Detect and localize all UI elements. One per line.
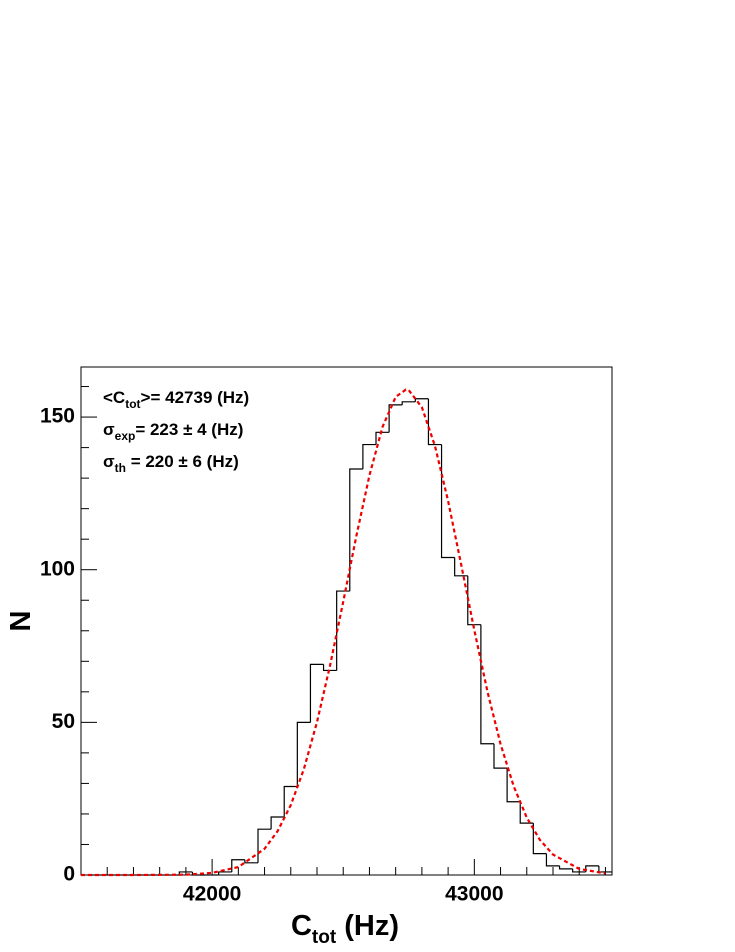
y-tick-label: 100 — [40, 557, 75, 580]
histogram-bin — [349, 468, 363, 592]
histogram-bin — [440, 444, 455, 559]
fit-curve — [81, 388, 606, 877]
y-tick-label: 50 — [52, 710, 75, 733]
histogram-bin — [493, 743, 508, 769]
histogram-bin — [414, 398, 429, 402]
x-axis-title: Ctot (Hz) — [291, 910, 399, 948]
y-axis-title: N — [5, 611, 37, 632]
histogram-bin — [231, 859, 245, 872]
annotation-sub: tot — [125, 397, 140, 411]
x-tick-label: 43000 — [445, 883, 503, 906]
x-tick-label: 42000 — [183, 883, 241, 906]
histogram-bin — [506, 768, 521, 803]
histogram-bin — [191, 871, 206, 876]
histogram-bin — [309, 663, 324, 723]
y-tick-label: 0 — [63, 863, 75, 886]
x-title-rest: (Hz) — [336, 910, 399, 942]
histogram-bin — [467, 575, 481, 626]
histogram-bin — [362, 443, 376, 469]
histogram-bin — [257, 828, 272, 863]
histogram-bin — [480, 624, 494, 745]
histogram-bin — [532, 823, 547, 855]
annotation: σth = 220 ± 6 (Hz) — [103, 452, 239, 475]
histogram-bin — [401, 401, 416, 405]
histogram-bin — [270, 816, 285, 830]
annotation-rest: = 220 ± 6 (Hz) — [126, 452, 239, 471]
annotation-sub: th — [115, 461, 126, 475]
annotation-sub: exp — [115, 429, 136, 443]
annotation-rest: = 223 ± 4 (Hz) — [135, 420, 243, 439]
histogram-bin — [283, 785, 298, 817]
histogram-bin — [572, 868, 586, 873]
x-title-main: C — [291, 910, 312, 942]
histogram-bin — [519, 801, 534, 824]
x-title-sub: tot — [312, 927, 337, 948]
annotation: <Ctot>= 42739 (Hz) — [103, 388, 249, 411]
annotation: σexp= 223 ± 4 (Hz) — [103, 420, 243, 443]
histogram-bin — [244, 859, 258, 864]
annotation-main: <C — [103, 388, 125, 407]
histogram-bin — [375, 431, 390, 445]
histogram-bin — [218, 871, 232, 875]
histogram-bin — [388, 404, 403, 433]
histogram-bin — [558, 865, 573, 870]
plot-frame — [80, 366, 613, 876]
annotation-rest: >= 42739 (Hz) — [141, 388, 250, 407]
annotation-main: σ — [103, 420, 115, 439]
y-tick-label: 150 — [40, 405, 75, 428]
histogram-bin — [322, 664, 337, 672]
histogram-bin — [454, 557, 468, 577]
annotation-main: σ — [103, 452, 115, 471]
histogram-bin — [545, 853, 560, 867]
histogram-bin — [296, 721, 311, 787]
histogram-bin — [427, 398, 442, 446]
